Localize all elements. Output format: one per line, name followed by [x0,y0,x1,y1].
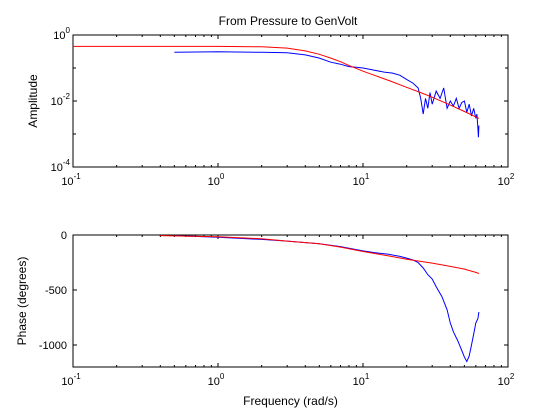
y-tick-label: 0 [61,230,67,242]
y-tick-label: 10-4 [51,158,71,174]
phase-plot: 10-1 100 101 102 0 -500 -1000 Phase (degrees) Fr… [15,230,515,408]
y-tick-label: -500 [45,285,67,297]
y-tick-label: 100 [53,26,70,42]
y-tick-label: -1000 [39,340,67,352]
axes-box [72,34,509,168]
x-tick-label: 10-1 [61,172,81,188]
x-tick-label: 100 [208,372,225,388]
x-tick-label: 102 [498,372,515,388]
x-tick-label: 101 [353,172,370,188]
blue-series-line [174,51,480,138]
red-series-line [73,45,480,119]
x-tick-label: 101 [353,372,370,388]
x-tick-label: 10-1 [61,372,81,388]
axes-box [72,234,509,368]
x-axis-label: Frequency (rad/s) [243,394,338,408]
x-tick-label: 100 [208,172,225,188]
figure-title: From Pressure to GenVolt [219,14,358,28]
amplitude-plot: 10-1 100 101 102 100 10-2 10-4 Amplitude [26,26,515,188]
red-series-line [160,235,480,274]
y-axis-label: Amplitude [26,74,40,128]
y-tick-label: 10-2 [51,92,71,108]
blue-series-line [174,235,480,363]
x-tick-label: 102 [498,172,515,188]
y-axis-label: Phase (degrees) [15,257,29,346]
